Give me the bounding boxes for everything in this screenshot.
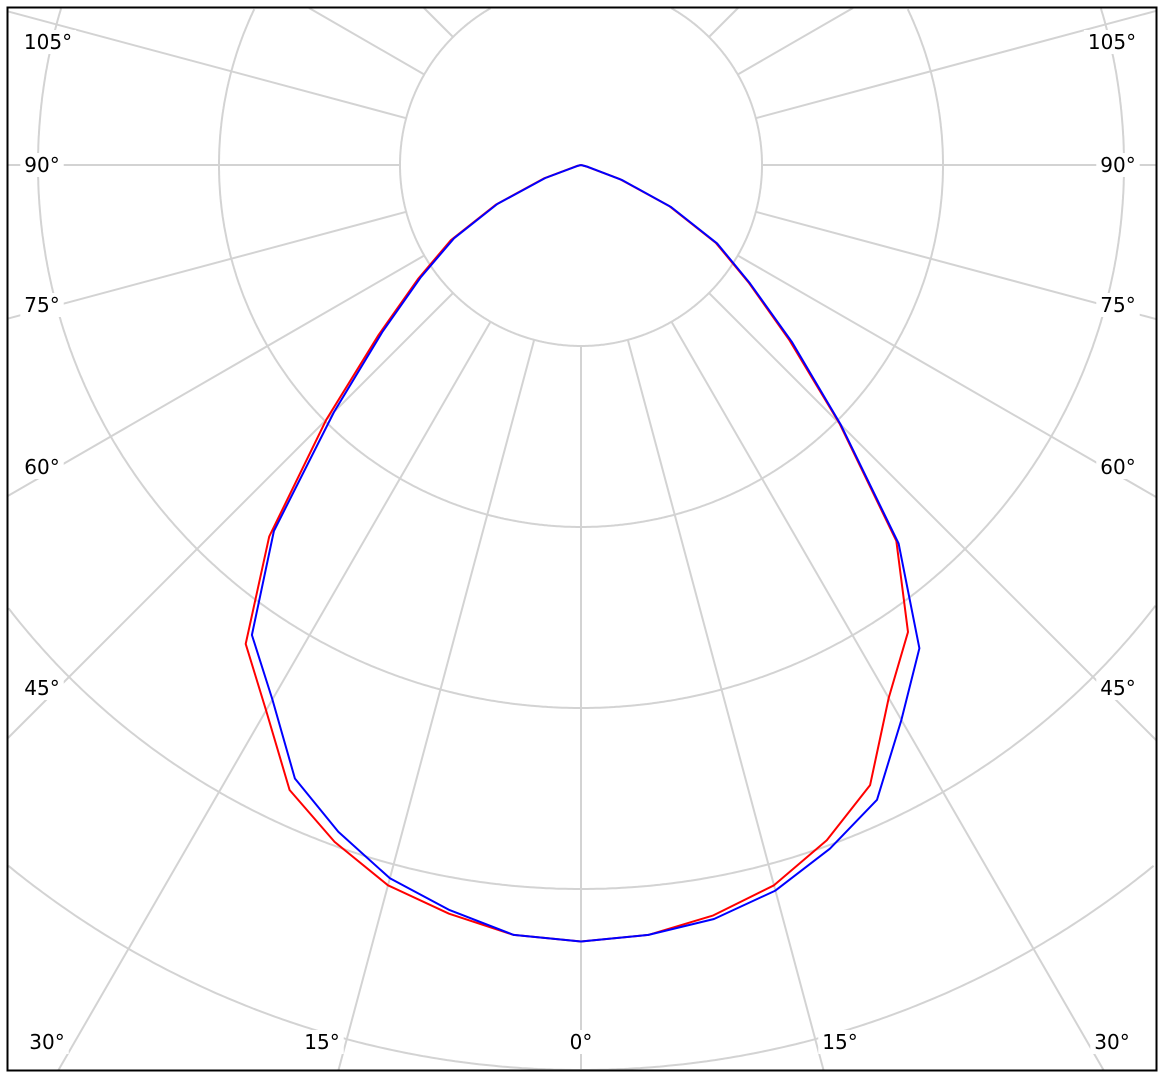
grid-radial-line xyxy=(57,321,492,1071)
grid-ring xyxy=(7,605,1157,890)
angle-label-right-15: 15° xyxy=(818,1030,862,1054)
grid-radial-line xyxy=(308,7,425,76)
grid-ring xyxy=(218,8,944,528)
svg-text:60°: 60° xyxy=(1100,455,1135,479)
svg-text:0°: 0° xyxy=(570,1030,593,1054)
polar-grid xyxy=(7,7,1157,1071)
grid-radial-line xyxy=(755,210,1157,321)
angle-label-left-75: 75° xyxy=(20,293,64,317)
svg-text:75°: 75° xyxy=(1100,293,1135,317)
angle-label-left-90: 90° xyxy=(20,153,64,177)
intensity-curves xyxy=(244,164,921,943)
svg-text:30°: 30° xyxy=(29,1030,64,1054)
grid-radial-line xyxy=(7,254,425,497)
svg-text:15°: 15° xyxy=(822,1030,857,1054)
grid-radial-line xyxy=(708,292,1157,741)
angle-label-left-30: 30° xyxy=(25,1030,69,1054)
svg-text:105°: 105° xyxy=(24,30,72,54)
svg-text:90°: 90° xyxy=(24,153,59,177)
svg-text:105°: 105° xyxy=(1088,30,1136,54)
grid-radial-line xyxy=(755,9,1157,120)
angle-label-right-105: 105° xyxy=(1083,30,1141,54)
intensity-curve-1 xyxy=(244,164,909,943)
svg-text:60°: 60° xyxy=(24,455,59,479)
chart-frame xyxy=(6,6,1158,1072)
grid-ring xyxy=(399,7,763,347)
svg-text:30°: 30° xyxy=(1094,1030,1129,1054)
angle-label-right-75: 75° xyxy=(1096,293,1140,317)
svg-text:15°: 15° xyxy=(304,1030,339,1054)
intensity-curve-2 xyxy=(250,164,921,943)
angle-label-right-60: 60° xyxy=(1096,455,1140,479)
grid-radial-line xyxy=(737,7,854,76)
grid-radial-line xyxy=(423,7,454,38)
angle-label-left-105: 105° xyxy=(19,30,77,54)
svg-text:45°: 45° xyxy=(1100,676,1135,700)
grid-radial-line xyxy=(337,339,536,1071)
svg-text:45°: 45° xyxy=(24,676,59,700)
angle-label-right-90: 90° xyxy=(1096,153,1140,177)
grid-radial-line xyxy=(7,210,407,320)
grid-radial-line xyxy=(7,10,407,120)
svg-text:90°: 90° xyxy=(1100,153,1135,177)
angle-label-right-30: 30° xyxy=(1090,1030,1134,1054)
angle-label-0: 0° xyxy=(565,1030,597,1054)
angle-labels: 105° 90° 75° 60° 45° 30° 15° 0° 15° 30° … xyxy=(19,30,1141,1054)
angle-label-left-45: 45° xyxy=(20,676,64,700)
angle-label-left-60: 60° xyxy=(20,455,64,479)
angle-label-right-45: 45° xyxy=(1096,676,1140,700)
angle-label-left-15: 15° xyxy=(300,1030,344,1054)
grid-radial-line xyxy=(737,254,1157,498)
grid-radial-line xyxy=(7,292,454,739)
grid-radial-line xyxy=(670,321,1105,1071)
grid-radial-line xyxy=(626,339,825,1071)
svg-text:75°: 75° xyxy=(24,293,59,317)
grid-radial-line xyxy=(708,7,739,38)
